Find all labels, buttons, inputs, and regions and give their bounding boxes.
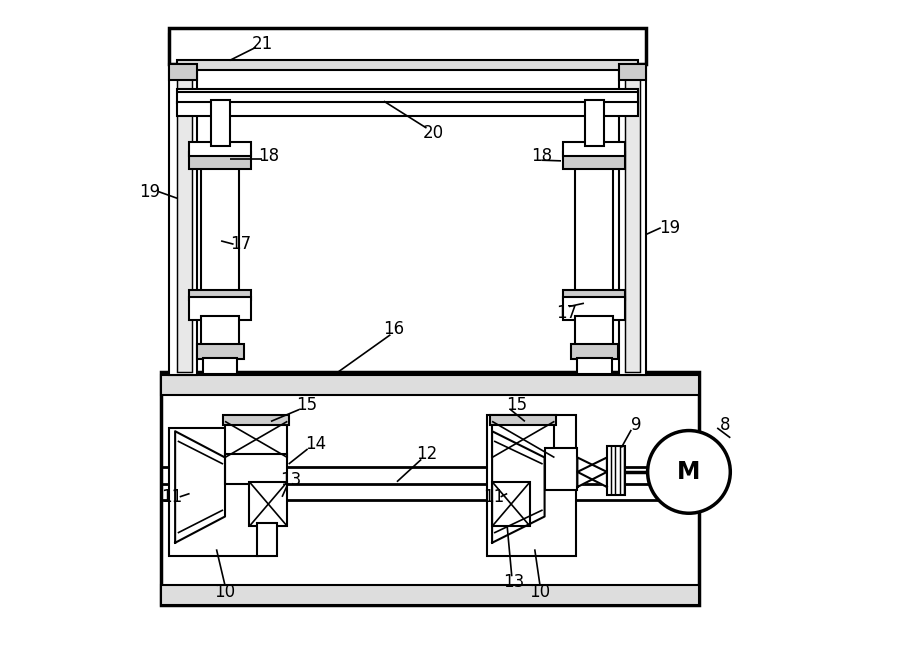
Bar bbox=[562, 142, 625, 156]
Bar bbox=[544, 447, 577, 490]
Bar bbox=[211, 100, 230, 146]
Text: 16: 16 bbox=[383, 320, 404, 339]
Bar bbox=[189, 290, 251, 300]
Text: 17: 17 bbox=[555, 304, 576, 322]
Bar bbox=[489, 415, 555, 424]
Text: 12: 12 bbox=[415, 445, 436, 463]
Bar bbox=[189, 142, 251, 156]
Bar bbox=[606, 445, 625, 495]
Bar bbox=[249, 482, 287, 527]
Bar bbox=[169, 64, 197, 80]
Text: M: M bbox=[677, 460, 700, 484]
Bar bbox=[177, 61, 638, 71]
Bar bbox=[225, 454, 287, 484]
Bar bbox=[177, 101, 638, 116]
Bar bbox=[177, 89, 638, 103]
Bar bbox=[577, 358, 611, 374]
Polygon shape bbox=[577, 457, 606, 487]
Bar bbox=[562, 152, 625, 169]
Text: 15: 15 bbox=[295, 396, 317, 414]
Bar bbox=[203, 358, 237, 374]
Circle shape bbox=[647, 430, 730, 513]
Text: 14: 14 bbox=[304, 436, 326, 453]
Bar bbox=[492, 421, 554, 457]
Bar bbox=[562, 290, 625, 300]
Text: 15: 15 bbox=[506, 396, 527, 414]
Bar bbox=[201, 162, 240, 293]
Bar bbox=[223, 415, 289, 424]
Bar bbox=[618, 64, 646, 80]
Bar bbox=[618, 34, 646, 376]
Bar bbox=[197, 344, 244, 359]
Text: 18: 18 bbox=[530, 146, 551, 165]
Bar bbox=[189, 152, 251, 169]
Text: 8: 8 bbox=[719, 416, 730, 434]
Bar bbox=[169, 34, 197, 376]
Bar bbox=[160, 585, 698, 605]
Text: 11: 11 bbox=[161, 488, 182, 506]
Text: 9: 9 bbox=[630, 416, 641, 434]
Polygon shape bbox=[577, 457, 606, 487]
Text: 18: 18 bbox=[258, 146, 280, 165]
Bar bbox=[562, 297, 625, 320]
Bar bbox=[177, 41, 191, 372]
Text: 13: 13 bbox=[503, 573, 524, 591]
Bar bbox=[492, 482, 529, 527]
Text: 10: 10 bbox=[529, 583, 550, 601]
Bar bbox=[169, 28, 646, 64]
Text: 20: 20 bbox=[422, 124, 443, 142]
Bar bbox=[201, 316, 240, 346]
Text: 21: 21 bbox=[251, 35, 272, 53]
Text: 19: 19 bbox=[658, 219, 679, 237]
Text: 11: 11 bbox=[483, 488, 504, 506]
Bar bbox=[225, 421, 287, 457]
Bar bbox=[160, 376, 698, 395]
Bar bbox=[487, 415, 576, 556]
Bar bbox=[585, 100, 603, 146]
Bar bbox=[570, 344, 618, 359]
Text: 10: 10 bbox=[213, 583, 235, 601]
Bar bbox=[169, 428, 258, 556]
Text: 19: 19 bbox=[138, 183, 160, 201]
Bar bbox=[257, 523, 277, 556]
Text: 17: 17 bbox=[230, 235, 251, 253]
Polygon shape bbox=[175, 431, 225, 543]
Bar bbox=[625, 41, 639, 372]
Bar bbox=[575, 316, 613, 346]
Text: 13: 13 bbox=[280, 471, 301, 490]
Bar bbox=[575, 162, 613, 293]
Polygon shape bbox=[492, 431, 544, 543]
Bar bbox=[160, 372, 698, 605]
Bar bbox=[189, 297, 251, 320]
